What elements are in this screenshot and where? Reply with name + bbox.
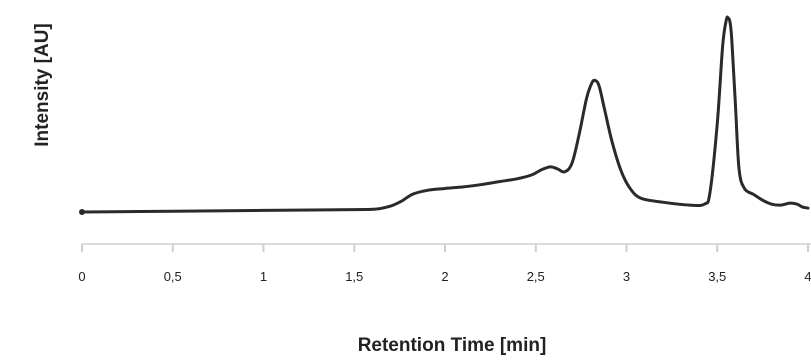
x-tick-label: 1 <box>260 269 267 284</box>
x-tick-label: 4 <box>804 269 811 284</box>
x-tick-label: 0,5 <box>164 269 182 284</box>
plot-area <box>79 15 810 215</box>
x-tick-label: 3,5 <box>708 269 726 284</box>
x-axis-label: Retention Time [min] <box>358 335 547 356</box>
x-axis-ticks: 0 0,5 1 1,5 2 2,5 3 3,5 4 <box>78 244 811 284</box>
y-axis-label: Intensity [AU] <box>32 23 53 147</box>
x-tick-label: 2,5 <box>527 269 545 284</box>
x-tick-label: 2 <box>441 269 448 284</box>
x-tick-label: 1,5 <box>345 269 363 284</box>
series-start-point <box>79 209 85 215</box>
x-tick-label: 0 <box>78 269 85 284</box>
x-tick-label: 3 <box>623 269 630 284</box>
series-line-0 <box>80 15 810 214</box>
